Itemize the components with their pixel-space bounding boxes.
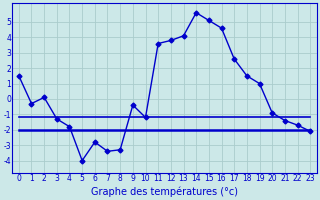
- X-axis label: Graphe des températures (°c): Graphe des températures (°c): [91, 186, 238, 197]
